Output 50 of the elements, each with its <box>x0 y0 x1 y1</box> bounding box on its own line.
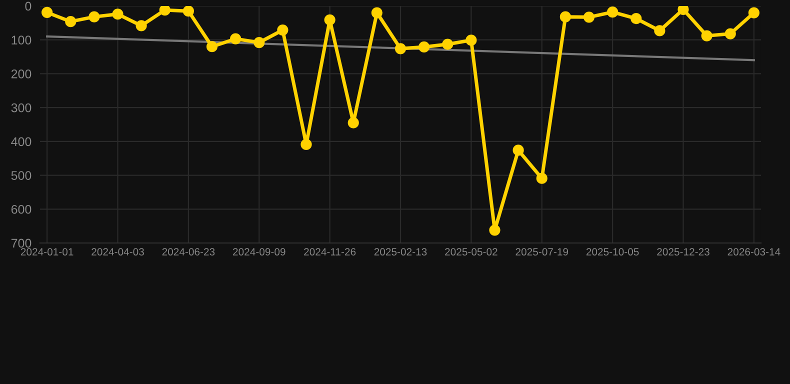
x-tick-label: 2024-11-26 <box>304 248 356 256</box>
point <box>701 30 712 42</box>
x-tick-label: 2025-07-19 <box>516 248 568 256</box>
point <box>42 6 53 18</box>
x-tick-label: 2025-02-13 <box>374 248 427 256</box>
point <box>560 11 571 22</box>
point <box>371 7 382 18</box>
point <box>536 172 548 184</box>
point <box>136 20 147 32</box>
x-tick-label: 2024-09-09 <box>233 248 286 256</box>
y-tick-label: 100 <box>12 36 32 45</box>
x-tick-label: 2025-05-02 <box>445 248 498 256</box>
x-tick-label: 2026-03-14 <box>728 248 780 256</box>
point <box>654 25 666 36</box>
point <box>748 7 760 18</box>
point <box>630 12 642 24</box>
point <box>466 34 477 46</box>
y-tick-label: 600 <box>11 204 32 214</box>
point <box>324 14 336 26</box>
point <box>489 224 500 236</box>
x-tick-label: 2024-06-23 <box>162 248 215 256</box>
point <box>678 6 689 15</box>
point <box>512 144 524 156</box>
x-tick-label: 2025-12-23 <box>657 248 710 256</box>
point <box>65 16 76 28</box>
point <box>418 41 430 53</box>
point <box>112 8 124 20</box>
y-tick-label: 200 <box>11 70 32 78</box>
point <box>607 6 618 18</box>
point <box>182 6 194 17</box>
point <box>300 138 312 150</box>
y-tick-label: 0 <box>25 2 32 11</box>
point <box>159 6 170 16</box>
x-tick-label: 2024-04-03 <box>92 248 144 256</box>
x-tick-label: 2024-01-01 <box>20 248 74 256</box>
point <box>88 11 100 22</box>
y-tick-label: 500 <box>11 171 32 180</box>
point <box>394 43 406 54</box>
point <box>348 117 359 128</box>
point <box>277 24 288 36</box>
point <box>206 41 218 52</box>
y-tick-label: 700 <box>11 238 32 248</box>
x-tick-label: 2025-10-05 <box>586 248 639 256</box>
point <box>724 28 736 40</box>
y-tick-label: 300 <box>11 103 32 112</box>
point <box>583 12 595 23</box>
point <box>442 38 454 50</box>
point <box>230 33 242 44</box>
point <box>254 37 265 48</box>
y-tick-label: 400 <box>11 137 32 146</box>
